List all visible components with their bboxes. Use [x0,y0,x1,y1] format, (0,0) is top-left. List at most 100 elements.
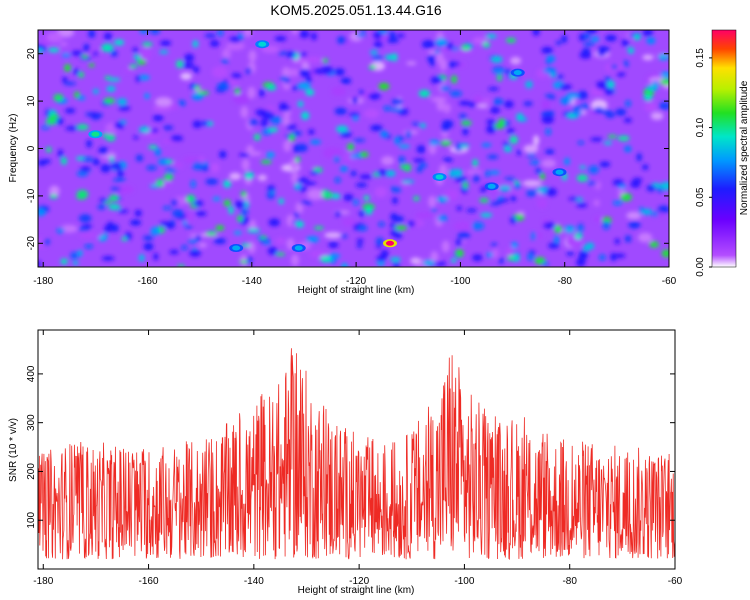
heatmap-cell [541,109,555,118]
heatmap-cell [375,237,384,246]
heatmap-cell [560,96,572,105]
heatmap-cell [533,135,540,146]
heatmap-cell [378,82,390,91]
heatmap-cell [542,261,549,266]
heatmap-cell [73,68,80,76]
heatmap-cell [502,142,510,147]
heatmap-cell [526,153,537,158]
heatmap-cell [516,150,522,156]
heatmap-cell [398,156,406,163]
heatmap-cell [557,74,564,79]
heatmap-cell [150,226,160,236]
heatmap-cell [100,164,111,173]
heatmap-cell [123,68,133,73]
heatmap-cell [527,252,534,262]
heatmap-cell [386,37,400,44]
heatmap-cell [429,58,436,67]
heatmap-cell [232,93,251,105]
heatmap-cell [516,112,524,122]
heatmap-cell [269,116,283,125]
heatmap-cell [460,120,472,126]
heatmap-cell [146,165,157,171]
heatmap-cell [76,189,89,199]
heatmap-cell [234,200,246,209]
heatmap-cell [377,169,388,176]
heatmap-y-tick-label: 20 [26,48,37,60]
heatmap-cell [442,157,453,163]
heatmap-cell [489,170,500,175]
heatmap-cell [390,213,398,221]
heatmap-cell [510,56,522,65]
heatmap-cell [149,30,161,35]
heatmap-cell [491,242,498,248]
heatmap-cell [414,212,434,219]
heatmap-cell [83,43,90,53]
heatmap-cell [322,58,329,63]
heatmap-cell [396,33,405,38]
heatmap-cell [441,240,450,253]
heatmap-cell [625,100,631,108]
heatmap-cell [392,197,398,205]
heatmap-cell [440,140,452,146]
heatmap-cell [539,172,545,181]
heatmap-cell [450,258,457,263]
heatmap-cell [555,40,562,46]
heatmap-cell [380,130,389,138]
snr-x-tick-label: -180 [33,576,53,587]
heatmap-cell [129,64,138,69]
heatmap-cell [613,253,626,259]
heatmap-cell [86,139,92,148]
heatmap-cell [192,120,202,129]
heatmap-cell [482,41,491,48]
snr-x-tick-label: -140 [244,576,264,587]
heatmap-cell [373,31,383,40]
heatmap-cell [498,185,512,192]
snr-x-tick-label: -80 [562,576,577,587]
heatmap-cell [108,204,121,210]
heatmap-cell [543,67,556,74]
heatmap-cell [388,31,396,39]
heatmap-cell [615,108,627,116]
colorbar-tick-label: 0.10 [695,117,706,137]
heatmap-cell [77,249,83,257]
heatmap-cell [233,230,242,235]
colorbar-label: Normalized spectral amplitude [739,80,750,215]
heatmap-cell [121,236,128,242]
heatmap-cell [472,254,483,262]
heatmap-cell [279,76,290,82]
heatmap-cell [381,156,395,166]
heatmap-cell [212,196,221,202]
heatmap-feature [232,245,241,251]
heatmap-cell [523,144,539,154]
heatmap-cell [292,130,303,136]
colorbar-tick-label: 0.00 [695,257,706,277]
heatmap-cell [246,255,253,264]
heatmap-cell [341,217,356,227]
heatmap-cell [430,76,444,84]
heatmap-cell [622,60,629,68]
heatmap-cell [480,186,486,193]
heatmap-cell [88,63,95,68]
heatmap-cell [250,119,259,126]
heatmap-cell [102,233,108,239]
heatmap-cell [410,257,422,265]
heatmap-cell [536,197,548,209]
heatmap-cell [352,96,359,104]
heatmap-cell [56,227,65,234]
heatmap-cell [385,54,394,61]
heatmap-feature [513,70,522,76]
heatmap-cell [498,257,504,264]
heatmap-cell [590,99,608,111]
heatmap-cell [398,144,411,149]
heatmap-cell [217,30,224,37]
heatmap-cell [135,75,141,83]
heatmap-cell [62,76,68,84]
heatmap-cell [253,133,261,141]
heatmap-cell [185,225,193,229]
heatmap-cell [548,242,560,249]
heatmap-cell [334,107,347,115]
heatmap-cell [455,238,462,246]
heatmap-cell [163,125,174,131]
heatmap-cell [151,128,159,134]
heatmap-cell [223,179,232,188]
